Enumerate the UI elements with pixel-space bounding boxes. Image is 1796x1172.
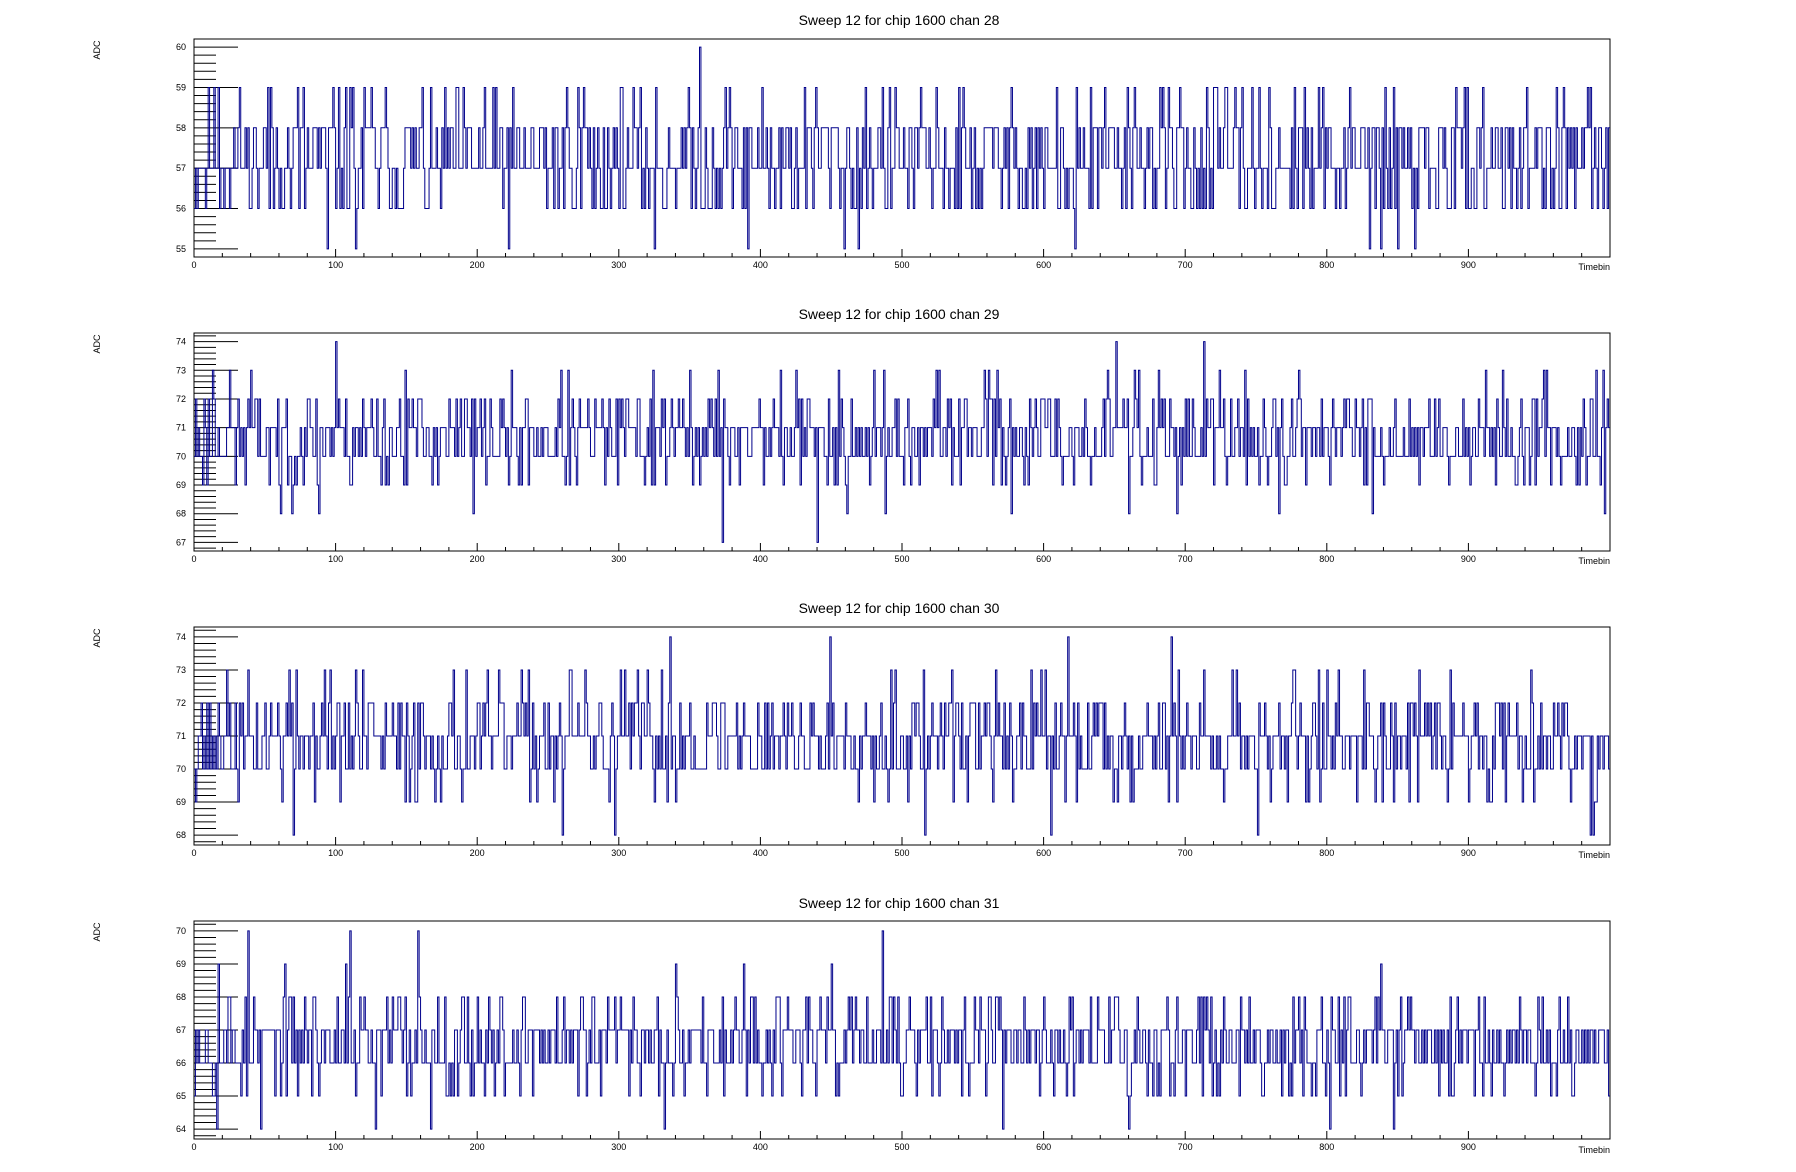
axes-ticks: 0 100 200 300 400 500 600 700 800 900 64 65 66 67 68 69… (176, 923, 1583, 1152)
y-tick-label: 64 (176, 1124, 186, 1134)
y-tick-label: 59 (176, 82, 186, 92)
y-tick-label: 68 (176, 509, 186, 519)
x-tick-label: 600 (1036, 1142, 1051, 1152)
x-tick-label: 100 (328, 554, 343, 564)
x-tick-label: 100 (328, 1142, 343, 1152)
adc-series-line (194, 636, 1610, 836)
x-tick-label: 600 (1036, 848, 1051, 858)
y-tick-label: 55 (176, 244, 186, 254)
y-tick-label: 72 (176, 394, 186, 404)
x-tick-label: 600 (1036, 260, 1051, 270)
x-tick-label: 200 (470, 260, 485, 270)
x-tick-label: 200 (470, 1142, 485, 1152)
y-tick-label: 66 (176, 1058, 186, 1068)
x-tick-label: 700 (1178, 260, 1193, 270)
x-tick-label: 200 (470, 554, 485, 564)
x-tick-label: 900 (1461, 848, 1476, 858)
x-tick-label: 700 (1178, 848, 1193, 858)
y-tick-label: 72 (176, 698, 186, 708)
y-tick-label: 65 (176, 1091, 186, 1101)
x-tick-label: 0 (191, 554, 196, 564)
chart-title: Sweep 12 for chip 1600 chan 28 (799, 12, 1000, 28)
x-tick-label: 500 (894, 260, 909, 270)
y-tick-label: 57 (176, 163, 186, 173)
x-tick-label: 900 (1461, 260, 1476, 270)
x-axis-label: Timebin (1578, 1145, 1610, 1155)
x-tick-label: 600 (1036, 554, 1051, 564)
y-axis-label: ADC (92, 40, 102, 60)
y-tick-label: 69 (176, 480, 186, 490)
x-axis-label: Timebin (1578, 850, 1610, 860)
y-tick-label: 73 (176, 365, 186, 375)
x-tick-label: 500 (894, 1142, 909, 1152)
chart-title: Sweep 12 for chip 1600 chan 30 (799, 600, 1000, 616)
y-tick-label: 71 (176, 731, 186, 741)
y-tick-label: 56 (176, 204, 186, 214)
x-tick-label: 400 (753, 260, 768, 270)
adc-series-line (194, 341, 1610, 543)
y-axis-label: ADC (92, 922, 102, 942)
panel-chan-29: Sweep 12 for chip 1600 chan 29 ADC Timeb… (92, 306, 1611, 566)
y-axis-label: ADC (92, 628, 102, 648)
axes-ticks: 0 100 200 300 400 500 600 700 800 900 68 69 70 71 72 73… (176, 629, 1583, 858)
x-tick-label: 300 (611, 554, 626, 564)
y-tick-label: 68 (176, 830, 186, 840)
y-tick-label: 70 (176, 926, 186, 936)
y-tick-label: 67 (176, 1025, 186, 1035)
x-tick-label: 0 (191, 1142, 196, 1152)
x-tick-label: 300 (611, 260, 626, 270)
x-tick-label: 0 (191, 848, 196, 858)
y-tick-label: 74 (176, 632, 186, 642)
x-tick-label: 700 (1178, 1142, 1193, 1152)
x-tick-label: 900 (1461, 554, 1476, 564)
panel-chan-30: Sweep 12 for chip 1600 chan 30 ADC Timeb… (92, 600, 1611, 860)
x-tick-label: 800 (1319, 848, 1334, 858)
x-tick-label: 800 (1319, 554, 1334, 564)
x-axis-label: Timebin (1578, 556, 1610, 566)
y-tick-label: 70 (176, 764, 186, 774)
x-tick-label: 900 (1461, 1142, 1476, 1152)
x-tick-label: 400 (753, 1142, 768, 1152)
x-tick-label: 800 (1319, 1142, 1334, 1152)
y-tick-label: 70 (176, 451, 186, 461)
x-tick-label: 0 (191, 260, 196, 270)
x-axis-label: Timebin (1578, 262, 1610, 272)
x-tick-label: 100 (328, 260, 343, 270)
y-tick-label: 73 (176, 665, 186, 675)
x-tick-label: 300 (611, 1142, 626, 1152)
y-tick-label: 67 (176, 537, 186, 547)
chart-title: Sweep 12 for chip 1600 chan 29 (799, 306, 1000, 322)
x-tick-label: 400 (753, 554, 768, 564)
x-tick-label: 500 (894, 554, 909, 564)
x-tick-label: 500 (894, 848, 909, 858)
y-tick-label: 68 (176, 992, 186, 1002)
x-tick-label: 300 (611, 848, 626, 858)
y-tick-label: 71 (176, 423, 186, 433)
chart-title: Sweep 12 for chip 1600 chan 31 (799, 895, 1000, 911)
x-tick-label: 200 (470, 848, 485, 858)
y-tick-label: 58 (176, 123, 186, 133)
panel-chan-28: Sweep 12 for chip 1600 chan 28 ADC Timeb… (92, 12, 1611, 272)
y-tick-label: 69 (176, 797, 186, 807)
adc-series-line (194, 930, 1610, 1130)
y-tick-label: 74 (176, 337, 186, 347)
axes-ticks: 0 100 200 300 400 500 600 700 800 900 67 68 69 70 71 72… (176, 335, 1583, 564)
adc-series-line (194, 46, 1610, 250)
y-axis-label: ADC (92, 334, 102, 354)
x-tick-label: 700 (1178, 554, 1193, 564)
axes-ticks: 0 100 200 300 400 500 600 700 800 900 55 56 57 58 59 60 (176, 42, 1583, 270)
y-tick-label: 69 (176, 959, 186, 969)
panel-chan-31: Sweep 12 for chip 1600 chan 31 ADC Timeb… (92, 895, 1611, 1155)
y-tick-label: 60 (176, 42, 186, 52)
x-tick-label: 100 (328, 848, 343, 858)
x-tick-label: 800 (1319, 260, 1334, 270)
x-tick-label: 400 (753, 848, 768, 858)
